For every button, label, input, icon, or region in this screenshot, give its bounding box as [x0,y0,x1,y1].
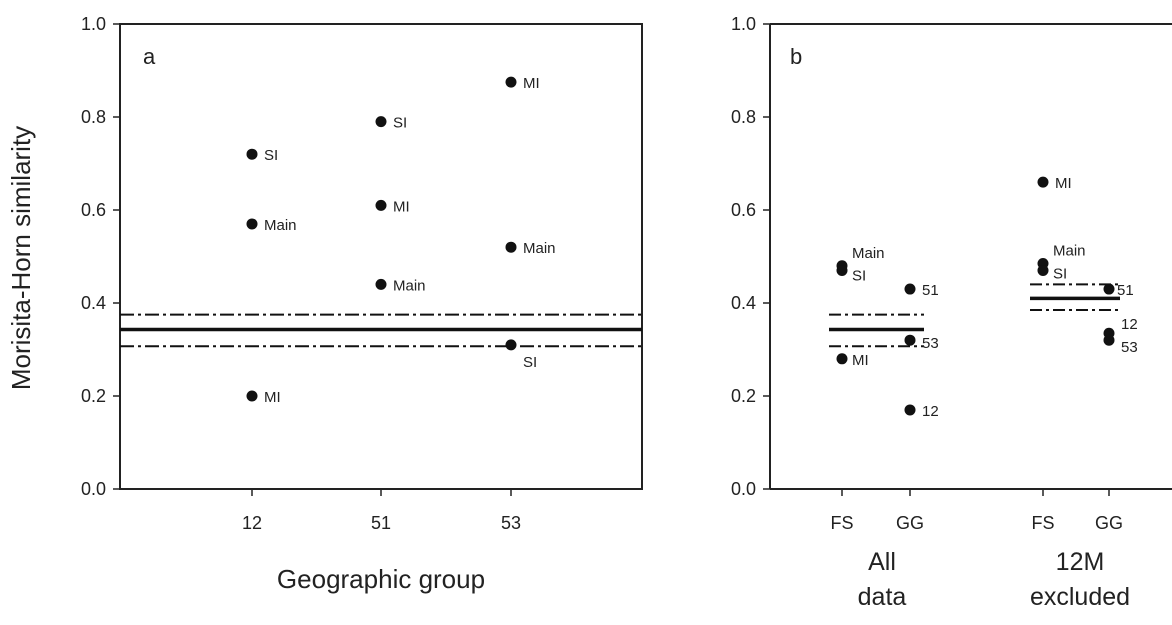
point-label: 53 [922,335,939,352]
x-tick-label: GG [1095,513,1123,533]
panel-b-x-axis: FS GG FS GG [830,489,1123,533]
point-label: Main [393,277,426,294]
data-point [375,116,387,128]
data-point [904,283,916,295]
y-tick-label: 0.2 [81,386,106,406]
panel-a-reference-lines [120,313,642,348]
data-point [1037,176,1049,188]
data-point [505,241,517,253]
data-point [246,390,258,402]
panel-b-reference-lines [829,283,1120,348]
point-label: SI [264,147,278,164]
y-tick-label: 0.4 [731,293,756,313]
y-tick-label: 0.8 [731,107,756,127]
point-label: MI [523,75,540,92]
y-axis-label: Morisita-Horn similarity [6,126,36,390]
panel-b-letter: b [790,44,802,69]
data-point [1103,283,1115,295]
point-label: MI [852,352,869,369]
data-point [505,339,517,351]
y-tick-label: 1.0 [81,14,106,34]
group-label-all-line1: All [868,548,896,576]
group-label-excluded-line2: excluded [1030,583,1130,611]
panel-a-points: SI Main MI SI MI Main MI Main SI [246,75,556,406]
y-tick-label: 0.0 [81,479,106,499]
point-label: Main [523,240,556,257]
point-label: Main [1053,242,1086,259]
data-point [904,334,916,346]
panel-b: b 0.0 0.2 0.4 0.6 0.8 1.0 FS GG FS GG Main SI MI 51… [731,14,1172,611]
point-label: SI [523,354,537,371]
data-point [246,218,258,230]
data-point [904,404,916,416]
point-label: 53 [1121,339,1138,356]
panel-a-letter: a [143,44,156,69]
panel-a-frame [119,23,643,490]
y-tick-label: 0.6 [731,200,756,220]
point-label: 12 [1121,316,1138,333]
point-label: MI [393,198,410,215]
x-axis-label: Geographic group [277,564,485,594]
x-tick-label: 12 [242,513,262,533]
y-tick-label: 0.2 [731,386,756,406]
y-tick-label: 0.0 [731,479,756,499]
point-label: Main [264,217,297,234]
data-point [836,353,848,365]
y-tick-label: 0.6 [81,200,106,220]
y-tick-label: 0.4 [81,293,106,313]
x-tick-label: 51 [371,513,391,533]
x-tick-label: GG [896,513,924,533]
point-label: SI [852,267,866,284]
panel-b-y-axis: 0.0 0.2 0.4 0.6 0.8 1.0 [731,14,770,499]
data-point [375,278,387,290]
point-label: MI [1055,175,1072,192]
y-tick-label: 1.0 [731,14,756,34]
group-label-all-line2: data [858,583,907,611]
panel-a: a 0.0 0.2 0.4 0.6 0.8 1.0 12 51 53 SI Main MI SI MI… [6,14,643,594]
panel-b-points: Main SI MI 51 53 12 MI Main SI 51 12 53 [836,175,1138,420]
panel-a-y-axis: 0.0 0.2 0.4 0.6 0.8 1.0 [81,14,120,499]
data-point [246,148,258,160]
point-label: 12 [922,403,939,420]
x-tick-label: FS [830,513,853,533]
y-tick-label: 0.8 [81,107,106,127]
x-tick-label: FS [1031,513,1054,533]
data-point [505,76,517,88]
point-label: 51 [922,282,939,299]
data-point [836,264,848,276]
group-label-excluded-line1: 12M [1056,548,1105,576]
panel-a-x-axis: 12 51 53 [242,489,521,533]
point-label: SI [1053,265,1067,282]
point-label: 51 [1117,282,1134,299]
point-label: MI [264,389,281,406]
data-point [375,199,387,211]
x-tick-label: 53 [501,513,521,533]
data-point [1037,264,1049,276]
point-label: Main [852,245,885,262]
data-point [1103,334,1115,346]
point-label: SI [393,115,407,132]
